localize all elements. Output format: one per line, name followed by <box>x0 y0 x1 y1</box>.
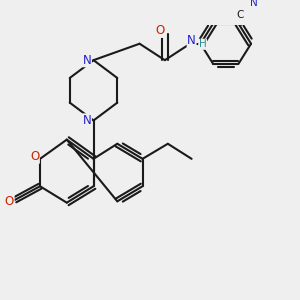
Text: N: N <box>187 34 196 47</box>
Text: O: O <box>30 150 39 163</box>
Text: N: N <box>250 0 258 8</box>
Text: N: N <box>82 54 91 67</box>
Text: H: H <box>199 39 206 49</box>
Text: O: O <box>5 195 14 208</box>
Text: O: O <box>156 24 165 37</box>
Text: N: N <box>82 114 91 127</box>
Text: C: C <box>237 10 244 20</box>
